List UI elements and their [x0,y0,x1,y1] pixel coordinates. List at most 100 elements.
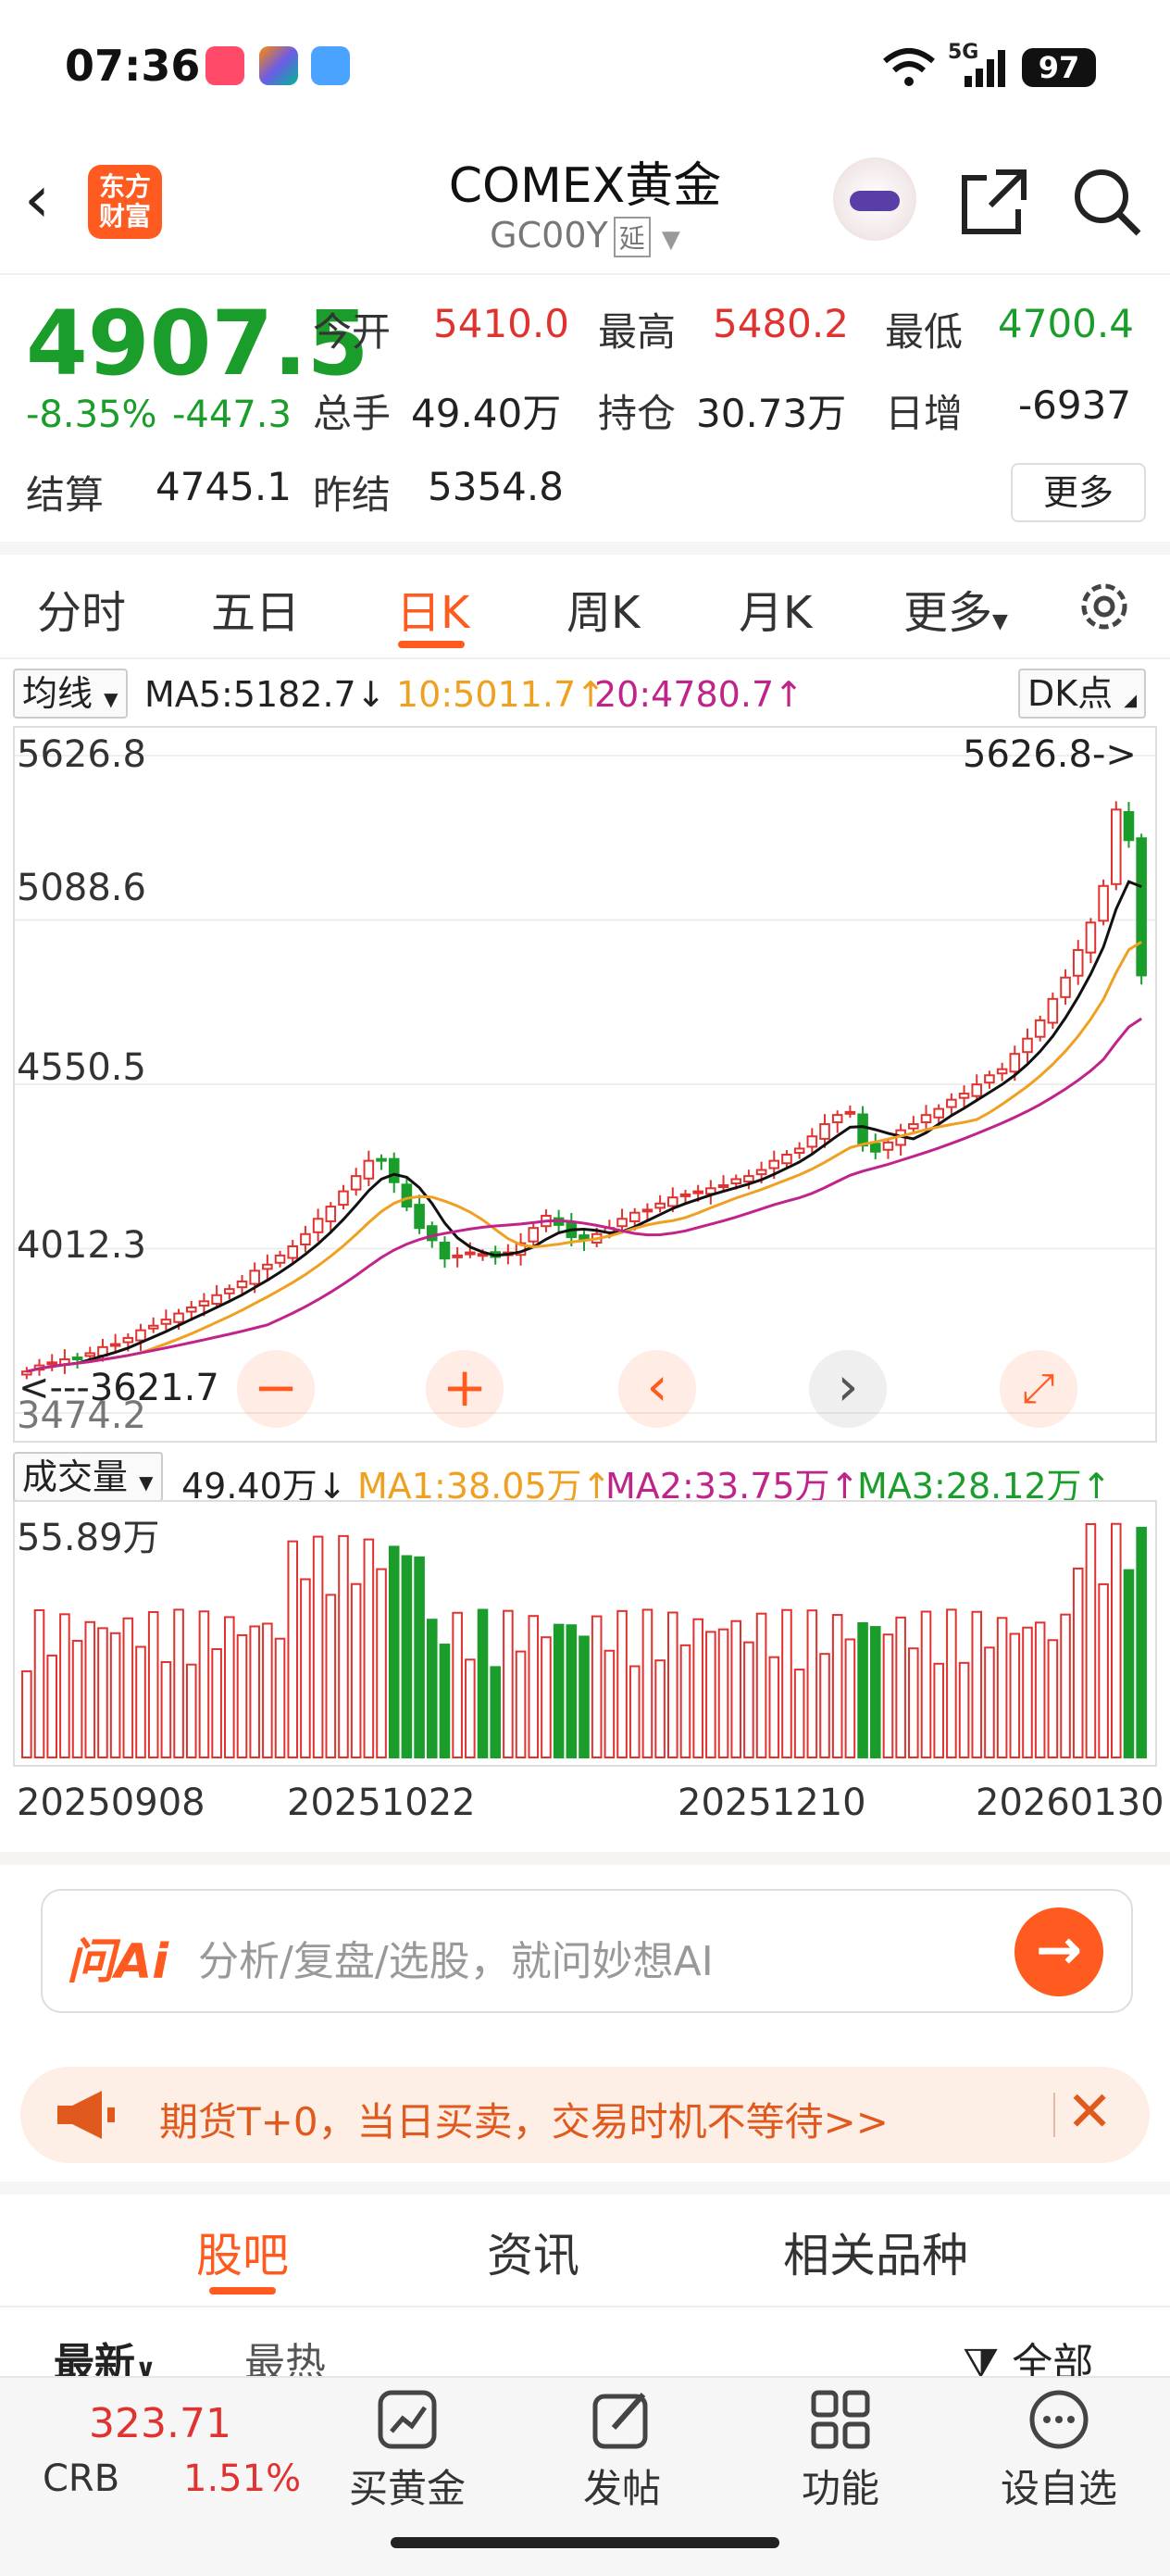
period-tabs: 分时 五日 日K 周K 月K 更多▼ [0,556,1170,659]
nav-buy-gold[interactable]: 买黄金 [315,2387,500,2514]
volume-bar [46,1654,58,1758]
settle-value: 4745.1 [156,464,292,509]
zoom-in-button[interactable]: + [426,1350,504,1428]
nav-functions[interactable]: 功能 [748,2387,933,2514]
nav-watchlist-label: 设自选 [1000,2466,1117,2511]
volume-bar [274,1637,286,1758]
volume-bar [1098,1582,1109,1758]
battery-indicator: 97 [1022,48,1096,87]
pan-right-button[interactable]: › [809,1350,887,1428]
volume-bar [1060,1613,1071,1758]
candle [793,1147,805,1155]
zoom-out-button[interactable]: − [237,1350,315,1428]
ai-robot-icon[interactable] [833,157,916,241]
volume-bar [33,1608,45,1759]
tab-more[interactable]: 更多▼ [903,576,1008,641]
ma20-line [26,1017,1142,1373]
kline-chart[interactable]: 5626.8 5088.6 4550.5 4012.3 3474.2 5626.… [13,726,1157,1443]
volume-bar [1009,1632,1021,1758]
settings-gear-icon[interactable] [1074,576,1135,637]
candle [401,1183,413,1208]
volume-bar [946,1608,957,1758]
candle [287,1244,299,1259]
volume-bar [654,1659,666,1758]
tab-monthly-k[interactable]: 月K [739,587,813,639]
dk-point-button[interactable]: DK点 ◢ [1018,669,1147,719]
volume-bar [363,1538,375,1758]
volume-bar [376,1568,387,1759]
candle [147,1324,159,1330]
volume-bar [401,1555,413,1759]
crb-percent: 1.51% [183,2457,302,2500]
ai-ask-box[interactable]: 问Ai 分析/复盘/选股，就问妙想AI → [41,1889,1133,2013]
more-button[interactable]: 更多 [1011,463,1146,522]
candle [717,1184,729,1189]
ai-submit-arrow-icon[interactable]: → [1014,1907,1103,1996]
photos-notification-icon [259,46,298,85]
ma-selector[interactable]: 均线 ▼ [13,669,128,719]
nav-post[interactable]: 发帖 [529,2387,715,2514]
volume-bar [616,1609,628,1758]
dk-label: DK点 [1027,673,1114,714]
volume-bar [793,1669,805,1758]
change-amount: -447.3 [172,394,292,436]
pan-left-button[interactable]: ‹ [618,1350,696,1428]
volume-chart[interactable]: 55.89万 [13,1500,1157,1767]
position-label: 持仓 [598,391,677,436]
candle [869,1143,881,1153]
active-tab-indicator [398,641,465,648]
candle [135,1329,146,1342]
price-axis-label: 5626.8 [17,733,146,776]
volume-bar [490,1666,501,1758]
candle [1123,810,1135,842]
volume-bar [452,1611,463,1758]
high-marker: 5626.8-> [963,733,1137,776]
eastmoney-logo[interactable]: 东方 财富 [88,165,162,239]
contract-code[interactable]: GC00Y 延 ▼ [0,215,1170,257]
search-icon[interactable] [1070,165,1144,239]
ma20-value: 20:4780.7↑ [594,674,803,715]
candle [160,1319,172,1325]
nav-add-watchlist[interactable]: 设自选 [966,2387,1151,2514]
candle [629,1211,641,1222]
share-icon[interactable] [959,167,1029,237]
candle [338,1190,349,1207]
caret-down-icon: ▼ [104,688,118,710]
tab-intraday[interactable]: 分时 [37,587,127,639]
candle [426,1225,438,1242]
crb-index[interactable]: 323.71 CRB 1.51% [28,2400,305,2530]
volume-value: 49.40万↓ [181,1466,347,1507]
promo-banner[interactable]: 期货T+0，当日买卖，交易时机不等待>> ✕ [20,2067,1150,2163]
close-icon[interactable]: ✕ [1066,2080,1114,2145]
volume-bar [300,1578,311,1759]
tab-news[interactable]: 资讯 [487,2229,579,2282]
tab-forum[interactable]: 股吧 [196,2229,289,2282]
tab-five-day[interactable]: 五日 [211,587,301,639]
candle [211,1294,222,1305]
contract-code-text: GC00Y [490,215,608,256]
candle [654,1202,666,1209]
ma-indicator-bar: 均线 ▼ MA5:5182.7↓ 10:5011.7↑ 20:4780.7↑ D… [13,667,1157,719]
daily-inc-value: -6937 [1018,382,1132,428]
back-icon[interactable]: ‹ [24,161,50,237]
volume-bar [1110,1522,1122,1759]
tab-weekly-k[interactable]: 周K [566,587,641,639]
candle [224,1288,235,1294]
volume-bar [717,1628,729,1758]
volume-selector[interactable]: 成交量 ▼ [13,1452,163,1502]
ma5-line [26,880,1142,1373]
volume-bar [59,1613,70,1758]
tab-related[interactable]: 相关品种 [783,2229,968,2282]
promo-text[interactable]: 期货T+0，当日买卖，交易时机不等待>> [159,2099,889,2145]
page-title: COMEX黄金 [448,158,722,214]
active-tab-indicator [209,2287,276,2295]
ai-placeholder[interactable]: 分析/复盘/选股，就问妙想AI [198,1938,714,1985]
volume-bar [933,1662,944,1758]
chart-up-icon [378,2390,437,2449]
candle [908,1123,919,1130]
app-notification-icon [205,46,244,85]
fullscreen-button[interactable]: ⤢ [1000,1350,1077,1428]
volume-selector-label: 成交量 [22,1457,129,1497]
volume-bar [984,1646,995,1758]
tab-daily-k[interactable]: 日K [396,587,470,639]
